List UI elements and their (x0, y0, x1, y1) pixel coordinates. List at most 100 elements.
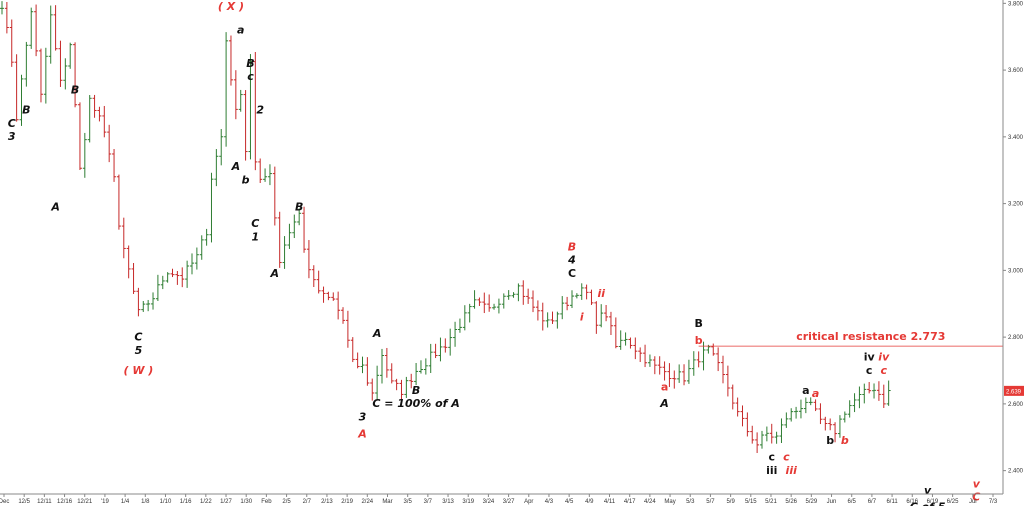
ohlc-bar (682, 364, 687, 386)
ohlc-bar (263, 168, 268, 182)
wave-label: B (412, 384, 420, 397)
ohlc-bar (506, 290, 511, 300)
wave-label: ( W ) (123, 364, 153, 377)
ohlc-bar (569, 290, 574, 309)
ohlc-bar (540, 302, 545, 331)
ohlc-bar (438, 337, 443, 362)
ohlc-bar (199, 235, 204, 260)
ohlc-bar (326, 291, 331, 301)
ohlc-bar (492, 303, 497, 310)
ohlc-bar (136, 287, 141, 317)
x-tick-label: 12/16 (57, 499, 73, 505)
ohlc-bar (404, 376, 409, 398)
ohlc-bar (677, 364, 682, 383)
ohlc-bar (345, 310, 350, 348)
ohlc-bar (813, 399, 818, 412)
ohlc-bar (418, 360, 423, 374)
wave-label: 4 (567, 254, 576, 267)
wave-label: v (973, 477, 981, 490)
ohlc-bar (272, 166, 277, 226)
wave-label: iv (864, 350, 876, 363)
ohlc-bar (48, 5, 53, 64)
y-tick-label: 3.000 (1008, 268, 1024, 274)
wave-label: c (881, 364, 888, 377)
last-price-tag (1004, 385, 1024, 396)
ohlc-bar (628, 337, 633, 349)
x-tick-label: Apr (524, 499, 533, 505)
ohlc-bar (579, 283, 584, 300)
ohlc-bar (555, 311, 560, 329)
ohlc-bar (423, 358, 428, 375)
ohlc-bar (487, 294, 492, 312)
y-tick-label: 3.200 (1008, 202, 1024, 208)
x-tick-label: Dec (0, 499, 9, 505)
ohlc-bar (696, 351, 701, 368)
x-tick-label: 5/21 (765, 499, 777, 505)
ohlc-bar (511, 292, 516, 298)
wave-label: iii (766, 464, 777, 477)
ohlc-bar (214, 149, 219, 187)
wave-label: A (270, 267, 280, 280)
ohlc-bar (258, 158, 263, 183)
ohlc-bar (248, 54, 253, 160)
ohlc-bar (857, 386, 862, 409)
ohlc-bar (175, 270, 180, 285)
ohlc-bar (38, 48, 43, 103)
x-tick-label: 6/19 (927, 499, 939, 505)
ohlc-bar (730, 384, 735, 410)
ohlc-bar (165, 272, 170, 283)
wave-label: ii (597, 287, 605, 300)
ohlc-bar (428, 343, 433, 373)
ohlc-bar (872, 383, 877, 399)
ohlc-bar (725, 365, 730, 397)
ohlc-bar (662, 361, 667, 381)
x-tick-label: Mar (382, 499, 392, 505)
resistance-label: critical resistance 2.773 (796, 330, 945, 343)
wave-label: a (802, 384, 809, 397)
wave-label: C = 100% of A (372, 397, 459, 410)
wave-label: b (695, 334, 703, 347)
ohlc-bar (740, 405, 745, 427)
wave-label: B (568, 240, 576, 253)
ohlc-bar (77, 102, 82, 170)
x-tick-label: 4/24 (644, 499, 656, 505)
x-tick-label: 2/7 (303, 499, 312, 505)
ohlc-bar (779, 418, 784, 444)
ohlc-bar (384, 347, 389, 378)
ohlc-bar (599, 304, 604, 328)
ohlc-bar (501, 293, 506, 309)
wave-label: ( X ) (218, 0, 244, 13)
wave-label: C of 5 (910, 501, 946, 506)
ohlc-bar (238, 89, 243, 112)
x-tick-label: 4/11 (604, 499, 616, 505)
wave-label: b (826, 434, 834, 447)
ohlc-bar (667, 363, 672, 387)
wave-label: c (783, 451, 790, 464)
y-tick-label: 2.800 (1008, 335, 1024, 341)
ohlc-bar (604, 305, 609, 322)
wave-label: c (866, 364, 873, 377)
ohlc-bar (29, 7, 34, 49)
ohlc-bar (672, 370, 677, 389)
x-tick-label: 6/25 (947, 499, 959, 505)
ohlc-bar (243, 90, 248, 161)
ohlc-bar (789, 408, 794, 422)
wave-label: B (71, 83, 79, 96)
wave-label: c (768, 451, 775, 464)
ohlc-bar (14, 54, 19, 122)
wave-label: i (580, 310, 584, 323)
ohlc-bar (73, 42, 78, 108)
x-tick-label: 1/22 (200, 499, 212, 505)
ohlc-bar (482, 292, 487, 314)
ohlc-bar (647, 354, 652, 367)
ohlc-bar (233, 70, 238, 120)
ohlc-bar (58, 40, 63, 87)
x-tick-label: 5/3 (686, 499, 695, 505)
ohlc-bar (4, 1, 9, 34)
ohlc-bar (53, 5, 58, 51)
ohlc-bar (102, 105, 107, 138)
x-tick-label: Jun (827, 499, 837, 505)
ohlc-bar (131, 263, 136, 294)
wave-label: 2 (256, 103, 264, 116)
